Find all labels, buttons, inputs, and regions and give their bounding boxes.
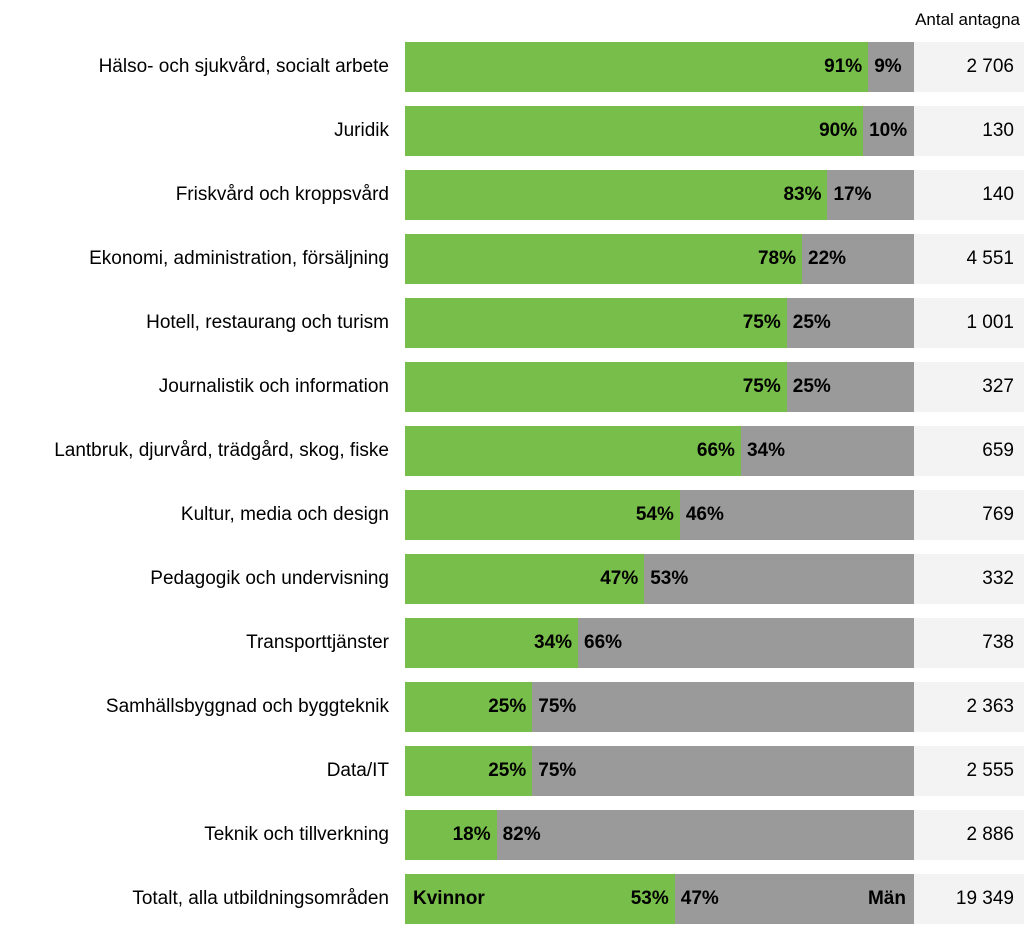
chart-row: Data/IT25%75%2 555 <box>0 746 1024 796</box>
row-label: Pedagogik och undervisning <box>0 568 405 590</box>
chart-row: Friskvård och kroppsvård83%17%140 <box>0 170 1024 220</box>
bar-segment-men: 75% <box>532 682 914 732</box>
chart-row: Kultur, media och design54%46%769 <box>0 490 1024 540</box>
bar-segment-women: 91% <box>405 42 868 92</box>
chart-row: Lantbruk, djurvård, trädgård, skog, fisk… <box>0 426 1024 476</box>
chart-row: Juridik90%10%130 <box>0 106 1024 156</box>
bar-area: 25%75% <box>405 746 914 796</box>
row-label: Lantbruk, djurvård, trädgård, skog, fisk… <box>0 440 405 462</box>
bar-segment-women: 34% <box>405 618 578 668</box>
bar-area: 25%75% <box>405 682 914 732</box>
chart-rows: Hälso- och sjukvård, socialt arbete91%9%… <box>0 42 1024 924</box>
chart-row: Hotell, restaurang och turism75%25%1 001 <box>0 298 1024 348</box>
count-value: 130 <box>914 106 1024 156</box>
bar-segment-men: 22% <box>802 234 914 284</box>
row-label: Ekonomi, administration, försäljning <box>0 248 405 270</box>
count-value: 2 363 <box>914 682 1024 732</box>
bar-area: 83%17% <box>405 170 914 220</box>
stacked-bar-chart: Antal antagna Hälso- och sjukvård, socia… <box>0 0 1024 924</box>
women-label: Kvinnor <box>413 888 485 910</box>
bar-segment-women: 18% <box>405 810 497 860</box>
row-label: Kultur, media och design <box>0 504 405 526</box>
bar-segment-men: 82% <box>497 810 914 860</box>
count-value: 1 001 <box>914 298 1024 348</box>
bar-area: 47%53% <box>405 554 914 604</box>
bar-segment-women: 25% <box>405 682 532 732</box>
men-label: Män <box>868 888 906 910</box>
bar-segment-men: 10% <box>863 106 914 156</box>
row-label: Samhällsbyggnad och byggteknik <box>0 696 405 718</box>
bar-segment-men: 25% <box>787 298 914 348</box>
chart-row: Journalistik och information75%25%327 <box>0 362 1024 412</box>
bar-segment-men: 25% <box>787 362 914 412</box>
bar-segment-women: 66% <box>405 426 741 476</box>
count-value: 659 <box>914 426 1024 476</box>
bar-area: 90%10% <box>405 106 914 156</box>
bar-area: 91%9% <box>405 42 914 92</box>
count-value: 332 <box>914 554 1024 604</box>
count-value: 140 <box>914 170 1024 220</box>
row-label: Journalistik och information <box>0 376 405 398</box>
bar-segment-women: 83% <box>405 170 827 220</box>
chart-row: Teknik och tillverkning18%82%2 886 <box>0 810 1024 860</box>
bar-segment-men: 47% Män <box>675 874 914 924</box>
bar-area: 34%66% <box>405 618 914 668</box>
bar-segment-men: 75% <box>532 746 914 796</box>
chart-row: Samhällsbyggnad och byggteknik25%75%2 36… <box>0 682 1024 732</box>
bar-area: 75%25% <box>405 298 914 348</box>
bar-area: 78%22% <box>405 234 914 284</box>
count-value: 2 555 <box>914 746 1024 796</box>
bar-segment-men: 9% <box>868 42 914 92</box>
bar-area: 18%82% <box>405 810 914 860</box>
bar-segment-women: 25% <box>405 746 532 796</box>
row-label: Data/IT <box>0 760 405 782</box>
row-label: Friskvård och kroppsvård <box>0 184 405 206</box>
bar-segment-men: 53% <box>644 554 914 604</box>
row-label: Hälso- och sjukvård, socialt arbete <box>0 56 405 78</box>
chart-row: Ekonomi, administration, försäljning78%2… <box>0 234 1024 284</box>
count-value: 327 <box>914 362 1024 412</box>
chart-row: Pedagogik och undervisning47%53%332 <box>0 554 1024 604</box>
count-column-header: Antal antagna <box>914 10 1024 30</box>
bar-area: 66%34% <box>405 426 914 476</box>
bar-segment-men: 46% <box>680 490 914 540</box>
row-label: Transporttjänster <box>0 632 405 654</box>
bar-segment-men: 17% <box>827 170 914 220</box>
count-value: 769 <box>914 490 1024 540</box>
row-label: Hotell, restaurang och turism <box>0 312 405 334</box>
chart-row: Transporttjänster34%66%738 <box>0 618 1024 668</box>
count-value: 2 886 <box>914 810 1024 860</box>
bar-segment-women: 78% <box>405 234 802 284</box>
bar-segment-men: 66% <box>578 618 914 668</box>
men-pct: 47% <box>681 888 719 910</box>
count-value: 19 349 <box>914 874 1024 924</box>
header-row: Antal antagna <box>0 0 1024 30</box>
bar-segment-women: 90% <box>405 106 863 156</box>
count-value: 738 <box>914 618 1024 668</box>
count-value: 2 706 <box>914 42 1024 92</box>
total-row: Totalt, alla utbildningsområden Kvinnor 53… <box>0 874 1024 924</box>
bar-segment-women: 75% <box>405 362 787 412</box>
bar-segment-women: 54% <box>405 490 680 540</box>
bar-area: 75%25% <box>405 362 914 412</box>
count-value: 4 551 <box>914 234 1024 284</box>
chart-row: Hälso- och sjukvård, socialt arbete91%9%… <box>0 42 1024 92</box>
bar-segment-women: Kvinnor 53% <box>405 874 675 924</box>
row-label: Totalt, alla utbildningsområden <box>0 888 405 910</box>
row-label: Juridik <box>0 120 405 142</box>
bar-segment-women: 47% <box>405 554 644 604</box>
bar-area: 54%46% <box>405 490 914 540</box>
bar-segment-women: 75% <box>405 298 787 348</box>
bar-area: Kvinnor 53% 47% Män <box>405 874 914 924</box>
row-label: Teknik och tillverkning <box>0 824 405 846</box>
bar-segment-men: 34% <box>741 426 914 476</box>
women-pct: 53% <box>631 888 669 910</box>
